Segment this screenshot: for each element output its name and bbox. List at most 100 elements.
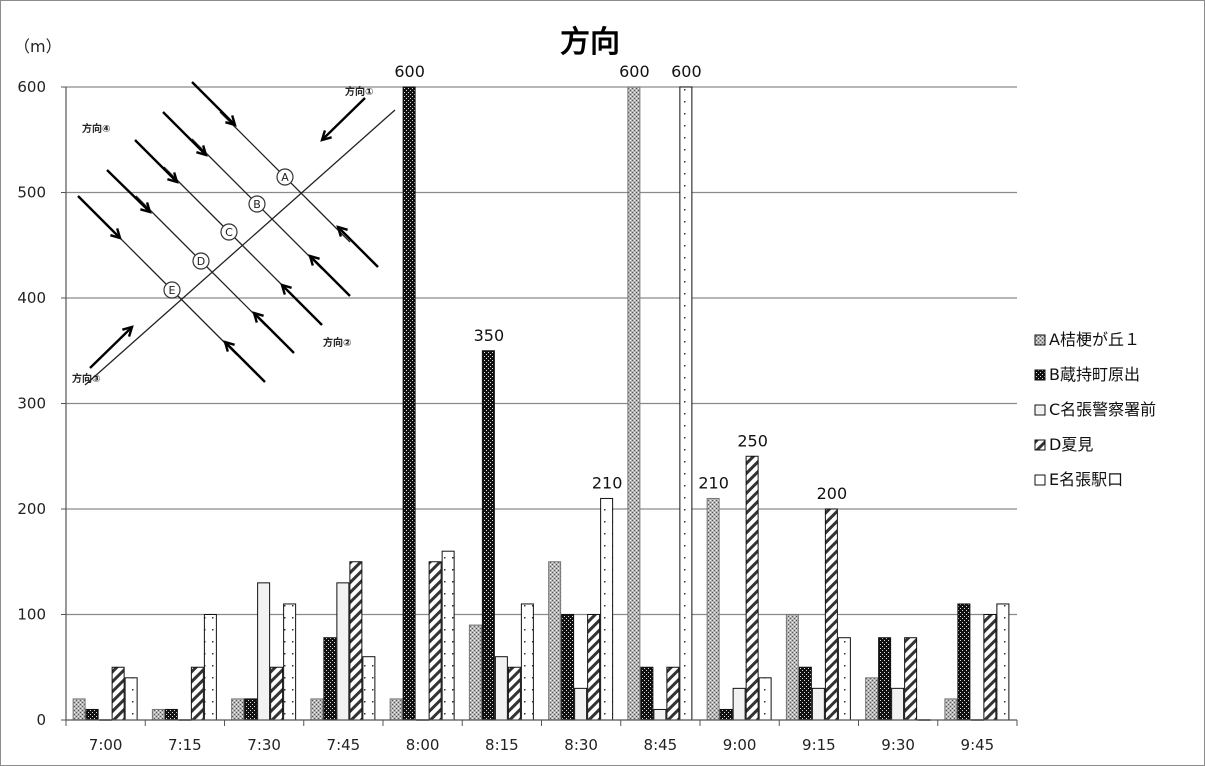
bar [244,698,258,721]
bar [587,614,601,721]
legend: A桔梗が丘１ B蔵持町原出 C名張警察署前 D夏見 E名張駅口 [1034,330,1156,489]
node-label: E [169,284,176,297]
y-tick-label: 500 [17,184,46,202]
bar [164,708,178,721]
bar [231,698,245,721]
bar [548,561,562,721]
bar [389,698,403,721]
direction-arrow [253,312,295,354]
x-tick-label: 9:00 [723,736,757,754]
direction-arrow [224,341,266,383]
bar [944,698,958,721]
bar [957,603,971,721]
legend-label: C名張警察署前 [1049,400,1156,419]
legend-label: D夏見 [1049,435,1093,454]
direction-arrow [134,139,178,183]
arrow-head [280,283,292,295]
node-label: C [225,226,233,239]
y-tick-label: 0 [36,711,46,729]
main-road-line [84,109,396,386]
arrow-head [140,202,152,214]
bar [996,603,1010,721]
arrow-head [167,172,179,184]
legend-swatch [1034,474,1046,486]
x-tick-label: 8:30 [564,736,598,754]
x-tick-label: 8:45 [644,736,678,754]
direction-arrow [106,169,151,213]
data-labels: 600 350 210 600 600 210 250 200 [394,62,847,503]
direction-label: 方向① [345,85,373,98]
bar [468,624,482,721]
arrow-head [252,311,264,323]
legend-swatch [1034,439,1046,451]
bar [719,708,733,721]
gridlines [66,86,1017,616]
bar [904,637,918,721]
x-tick-label: 9:45 [961,736,995,754]
bar [402,86,416,721]
bar [310,698,324,721]
node-circle [192,252,210,270]
x-tick-label: 7:15 [168,736,202,754]
arrow-head [223,340,235,352]
direction-arrow [309,255,351,297]
arrow-head [320,130,332,142]
bar [745,455,759,721]
y-tick-label: 300 [17,395,46,413]
node-label: D [197,255,205,268]
data-label: 250 [737,431,768,450]
bar [666,666,680,721]
x-tick-label: 8:00 [406,736,440,754]
node-circle [276,168,294,186]
data-label: 210 [592,473,623,492]
x-tick-label: 9:15 [802,736,836,754]
bar [600,497,614,721]
bar [640,666,654,721]
direction-diagram: A B C D E 方向① 方向② 方向③ 方向④ [72,81,396,386]
x-tick-label: 7:45 [327,736,361,754]
data-label: 210 [698,473,729,492]
y-tick-label: 600 [17,78,46,96]
legend-swatch [1034,369,1046,381]
node-circle [220,223,238,241]
direction-arrow [191,81,236,126]
arrow-head [336,225,348,237]
chart-title: 方向 [560,25,620,60]
bar [362,656,376,721]
x-tick-label: 8:15 [485,736,519,754]
x-tick-label: 9:30 [881,736,915,754]
node-label: B [253,198,261,211]
direction-arrow [321,97,366,141]
data-label: 600 [394,62,425,81]
bar [785,614,799,721]
legend-swatch [1034,404,1046,416]
arrow-head [225,115,237,127]
bar [494,656,508,721]
y-tick-label: 200 [17,500,46,518]
bar [507,666,521,721]
direction-arrow [281,284,323,326]
node-circle [163,281,181,299]
bar [323,637,337,721]
bar [428,561,442,721]
bar [124,677,138,721]
bars [72,86,1010,721]
bar [837,637,851,721]
arrow-head [308,254,320,266]
bar [758,677,772,721]
bar [983,614,997,721]
bar [481,350,495,721]
y-tick-label: 100 [17,606,46,624]
bar [732,687,746,721]
bar [811,687,825,721]
bar [824,508,838,721]
y-tick-label: 400 [17,289,46,307]
legend-label: E名張駅口 [1049,470,1123,489]
bar [85,708,99,721]
bar [190,666,204,721]
bar [627,86,641,721]
bar [878,637,892,721]
bar [336,582,350,721]
bar [679,86,693,721]
